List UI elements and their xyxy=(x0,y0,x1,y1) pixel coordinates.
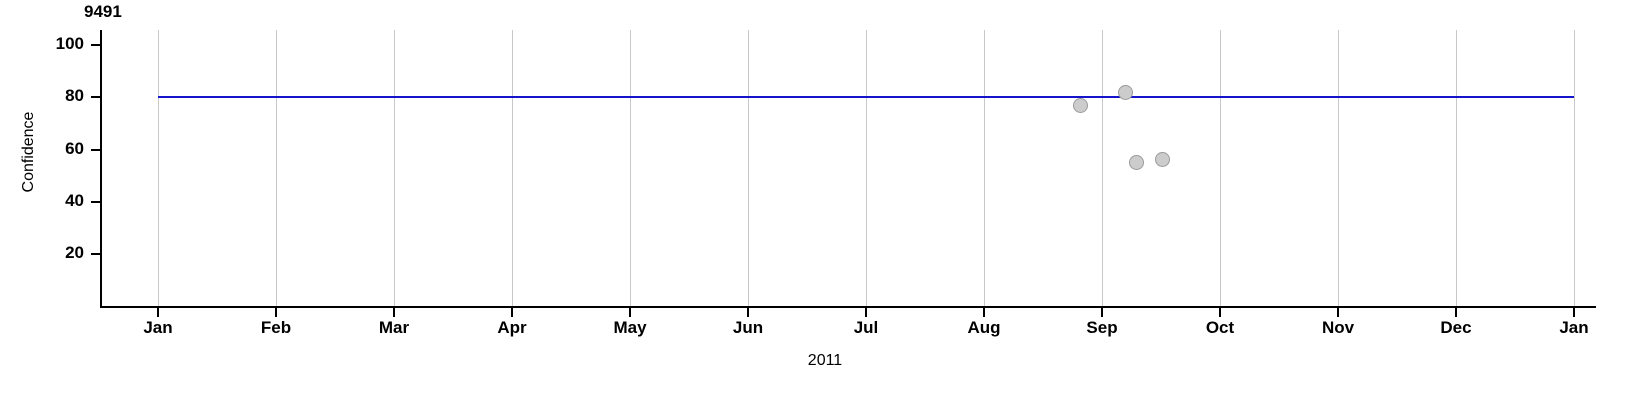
x-tick-mark-12 xyxy=(1573,308,1575,317)
x-tick-mark-5 xyxy=(747,308,749,317)
x-tick-mark-7 xyxy=(983,308,985,317)
data-point[interactable] xyxy=(1128,155,1144,171)
gridline-may-4 xyxy=(629,30,631,306)
x-tick-label-1: Feb xyxy=(260,318,292,337)
x-tick-mark-0 xyxy=(157,308,159,317)
gridline-dec-11 xyxy=(1455,30,1457,306)
x-tick-label-12: Jan xyxy=(1559,318,1589,337)
x-tick-label-3: Apr xyxy=(497,318,527,337)
x-tick-label-9: Oct xyxy=(1205,318,1235,337)
data-point[interactable] xyxy=(1154,152,1170,168)
y-tick-mark-0 xyxy=(91,253,100,255)
x-tick-label-2: Mar xyxy=(378,318,410,337)
y-tick-mark-3 xyxy=(91,96,100,99)
y-tick-label-2: 60 xyxy=(65,138,84,158)
x-tick-mark-6 xyxy=(865,308,867,317)
y-tick-label-4: 100 xyxy=(55,34,84,53)
data-point[interactable] xyxy=(1073,97,1089,113)
x-axis-label: 2011 xyxy=(807,352,843,369)
gridline-jan-0 xyxy=(157,30,159,306)
y-tick-mark-1 xyxy=(91,200,100,203)
confidence-threshold-line xyxy=(158,96,1574,99)
y-axis-line xyxy=(100,30,102,308)
gridline-jan-12 xyxy=(1573,30,1575,306)
chart-title: 9491 xyxy=(84,2,122,21)
x-tick-mark-2 xyxy=(393,308,395,317)
x-tick-label-5: Jun xyxy=(732,318,764,337)
x-axis-line xyxy=(100,306,1596,308)
x-tick-mark-3 xyxy=(511,308,513,317)
x-tick-label-6: Jul xyxy=(853,318,879,337)
gridline-aug-7 xyxy=(983,30,985,306)
x-tick-mark-8 xyxy=(1101,308,1103,317)
y-tick-mark-4 xyxy=(91,44,100,46)
x-tick-mark-1 xyxy=(275,308,277,317)
x-tick-label-8: Sep xyxy=(1086,318,1118,337)
x-tick-label-7: Aug xyxy=(967,318,1001,337)
gridline-mar-2 xyxy=(393,30,395,306)
y-tick-label-0: 20 xyxy=(65,243,84,262)
x-tick-label-0: Jan xyxy=(143,318,173,337)
y-tick-label-3: 80 xyxy=(65,86,84,106)
x-tick-label-10: Nov xyxy=(1321,318,1355,337)
gridline-feb-1 xyxy=(275,30,277,306)
gridline-apr-3 xyxy=(511,30,513,306)
y-tick-mark-2 xyxy=(91,148,100,151)
x-tick-mark-11 xyxy=(1455,308,1457,317)
gridline-jul-6 xyxy=(865,30,867,306)
data-point[interactable] xyxy=(1118,84,1134,100)
x-tick-label-4: May xyxy=(613,318,647,337)
gridline-sep-8 xyxy=(1101,30,1103,306)
x-tick-label-11: Dec xyxy=(1440,318,1472,337)
gridline-oct-9 xyxy=(1219,30,1221,306)
y-tick-label-1: 40 xyxy=(65,190,84,210)
x-tick-mark-4 xyxy=(629,308,631,317)
x-tick-mark-10 xyxy=(1337,308,1339,317)
gridline-nov-10 xyxy=(1337,30,1339,306)
x-tick-mark-9 xyxy=(1219,308,1221,317)
gridline-jun-5 xyxy=(747,30,749,306)
